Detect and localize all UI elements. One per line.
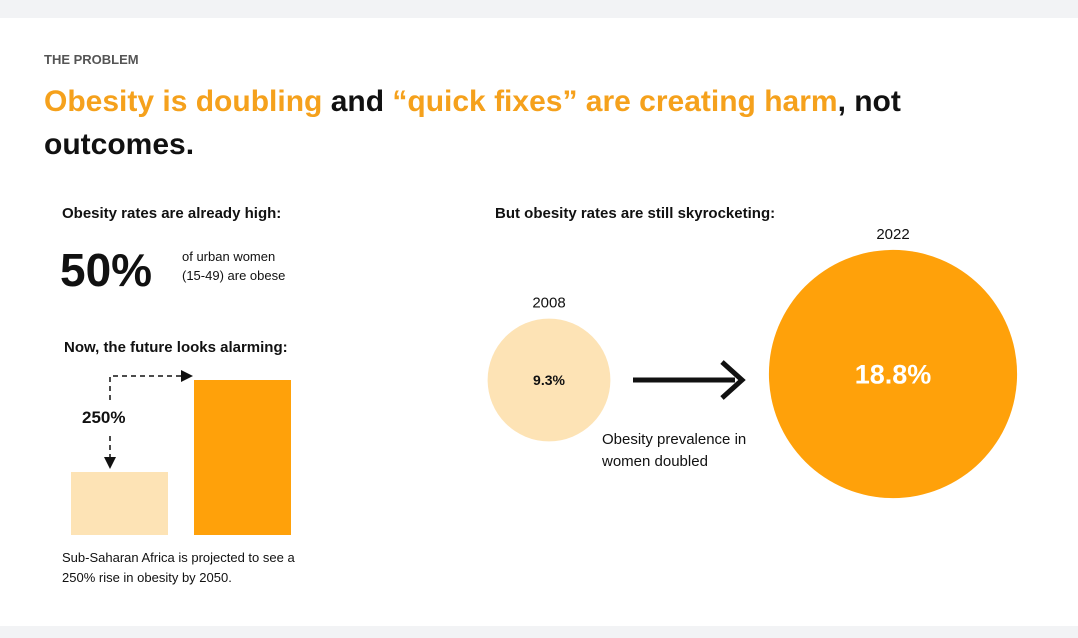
headline-part: Obesity is doubling bbox=[44, 85, 323, 118]
caption: Sub-Saharan Africa is projected to see a bbox=[62, 550, 295, 565]
heading: Now, the future looks alarming: bbox=[64, 339, 288, 356]
stat-text: (15-49) are obese bbox=[182, 268, 286, 283]
note: women doubled bbox=[602, 453, 708, 470]
stat-text: of urban women bbox=[182, 249, 276, 264]
headline-part: “quick fixes” are creating harm bbox=[392, 85, 838, 118]
headline-part: , not outcomes. bbox=[44, 85, 901, 161]
bubble-year: 2008 bbox=[532, 295, 565, 312]
stat: 50% bbox=[60, 244, 153, 296]
heading: Obesity rates are already high: bbox=[62, 205, 282, 222]
headline: Obesity is doubling and “quick fixes” ar… bbox=[44, 80, 1024, 166]
note: Obesity prevalence in bbox=[602, 431, 747, 448]
rise-label: 250% bbox=[82, 408, 126, 427]
heading: But obesity rates are still skyrocketing… bbox=[495, 205, 776, 222]
dashed-arrow bbox=[109, 370, 193, 400]
bubble bbox=[768, 249, 1018, 499]
bar-current bbox=[71, 472, 168, 535]
bubble bbox=[487, 318, 611, 442]
bubble-year: 2022 bbox=[876, 226, 909, 243]
arrow-head bbox=[720, 360, 746, 400]
bubble-label: 9.3% bbox=[533, 372, 565, 388]
caption: 250% rise in obesity by 2050. bbox=[62, 570, 232, 585]
headline-part: and bbox=[322, 85, 393, 118]
bar-projected bbox=[194, 380, 291, 535]
bubble-label: 18.8% bbox=[855, 359, 932, 389]
eyebrow: THE PROBLEM bbox=[44, 52, 139, 67]
